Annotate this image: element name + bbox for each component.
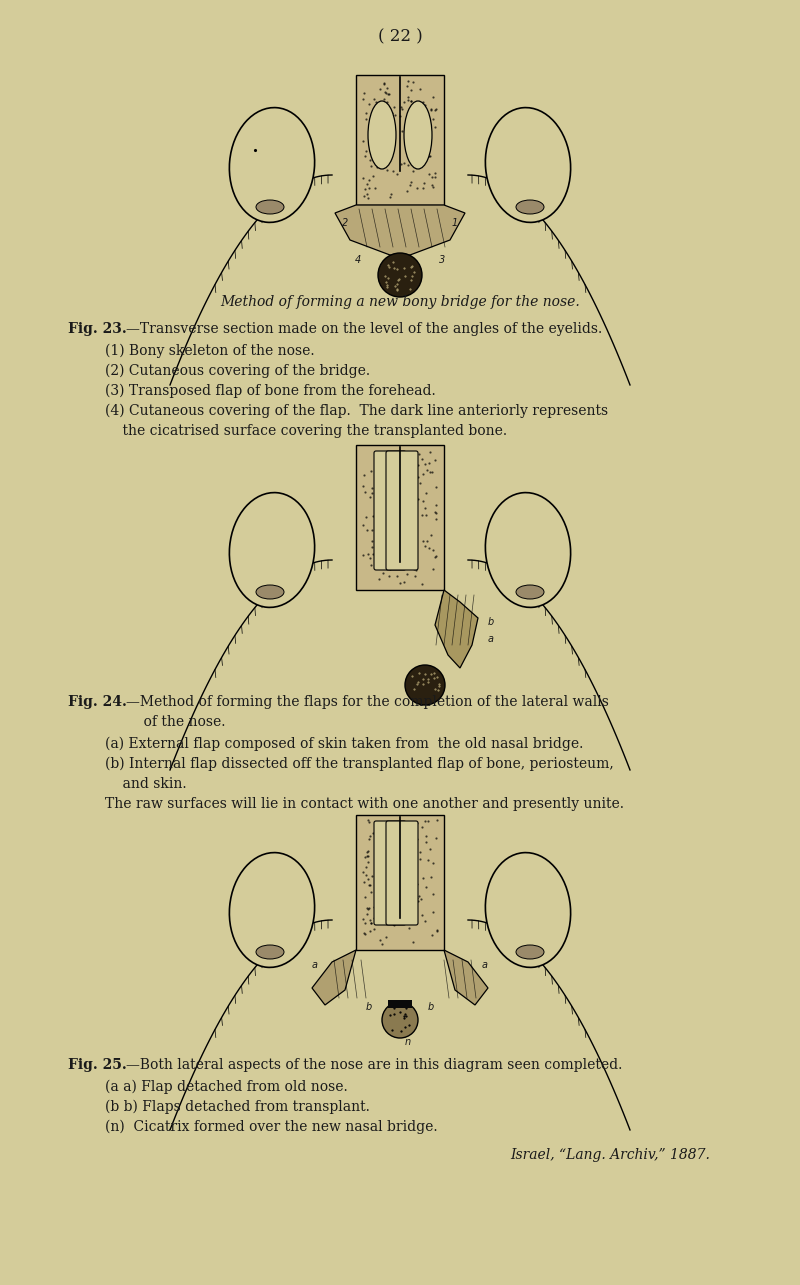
Ellipse shape [230, 492, 314, 608]
Text: 3: 3 [439, 254, 445, 265]
Text: —Transverse section made on the level of the angles of the eyelids.: —Transverse section made on the level of… [126, 323, 602, 335]
Text: b: b [428, 1002, 434, 1013]
Text: a: a [482, 960, 488, 970]
Circle shape [378, 253, 422, 297]
Ellipse shape [230, 853, 314, 968]
Ellipse shape [516, 944, 544, 959]
FancyBboxPatch shape [386, 821, 418, 925]
Text: (2) Cutaneous covering of the bridge.: (2) Cutaneous covering of the bridge. [105, 364, 370, 378]
Bar [356, 75, 444, 206]
Circle shape [405, 666, 445, 705]
Text: (b) Internal flap dissected off the transplanted flap of bone, periosteum,: (b) Internal flap dissected off the tran… [105, 757, 614, 771]
Text: the cicatrised surface covering the transplanted bone.: the cicatrised surface covering the tran… [105, 424, 507, 438]
Text: b: b [488, 617, 494, 627]
Polygon shape [312, 950, 356, 1005]
FancyBboxPatch shape [374, 821, 406, 925]
Text: Israel, “Lang. Archiv,” 1887.: Israel, “Lang. Archiv,” 1887. [510, 1148, 710, 1162]
Text: a: a [312, 960, 318, 970]
Text: (4) Cutaneous covering of the flap.  The dark line anteriorly represents: (4) Cutaneous covering of the flap. The … [105, 403, 608, 419]
Ellipse shape [486, 853, 570, 968]
Text: a: a [488, 634, 494, 644]
Ellipse shape [486, 492, 570, 608]
Text: (n)  Cicatrix formed over the new nasal bridge.: (n) Cicatrix formed over the new nasal b… [105, 1121, 438, 1135]
Ellipse shape [516, 585, 544, 599]
Circle shape [382, 1002, 418, 1038]
Text: Fig. 25.: Fig. 25. [68, 1058, 126, 1072]
Ellipse shape [486, 108, 570, 222]
Text: b: b [366, 1002, 372, 1013]
Text: (1) Bony skeleton of the nose.: (1) Bony skeleton of the nose. [105, 344, 314, 359]
Ellipse shape [256, 200, 284, 215]
Text: —Both lateral aspects of the nose are in this diagram seen completed.: —Both lateral aspects of the nose are in… [126, 1058, 622, 1072]
Ellipse shape [404, 102, 432, 170]
Polygon shape [435, 590, 478, 668]
Ellipse shape [516, 200, 544, 215]
Ellipse shape [256, 585, 284, 599]
Ellipse shape [368, 102, 396, 170]
Polygon shape [444, 950, 488, 1005]
Ellipse shape [230, 108, 314, 222]
Text: ( 22 ): ( 22 ) [378, 28, 422, 45]
Text: Fig. 23.: Fig. 23. [68, 323, 126, 335]
Text: of the nose.: of the nose. [126, 714, 226, 729]
FancyBboxPatch shape [374, 451, 406, 571]
Text: 1: 1 [452, 218, 458, 227]
Text: n: n [405, 1037, 411, 1047]
Text: (3) Transposed flap of bone from the forehead.: (3) Transposed flap of bone from the for… [105, 384, 436, 398]
Text: Method of forming a new bony bridge for the nose.: Method of forming a new bony bridge for … [220, 296, 580, 308]
Ellipse shape [256, 944, 284, 959]
Bar [356, 815, 444, 950]
Text: The raw surfaces will lie in contact with one another and presently unite.: The raw surfaces will lie in contact wit… [105, 797, 624, 811]
Text: 2: 2 [342, 218, 348, 227]
Bar [388, 1000, 412, 1007]
Text: (a) External flap composed of skin taken from  the old nasal bridge.: (a) External flap composed of skin taken… [105, 738, 583, 752]
Text: (a a) Flap detached from old nose.: (a a) Flap detached from old nose. [105, 1079, 348, 1095]
Text: —Method of forming the flaps for the completion of the lateral walls: —Method of forming the flaps for the com… [126, 695, 609, 709]
Polygon shape [335, 206, 465, 254]
Text: Fig. 24.: Fig. 24. [68, 695, 127, 709]
Text: 4: 4 [355, 254, 361, 265]
FancyBboxPatch shape [386, 451, 418, 571]
Text: and skin.: and skin. [105, 777, 186, 792]
Text: (b b) Flaps detached from transplant.: (b b) Flaps detached from transplant. [105, 1100, 370, 1114]
Bar [356, 445, 444, 590]
